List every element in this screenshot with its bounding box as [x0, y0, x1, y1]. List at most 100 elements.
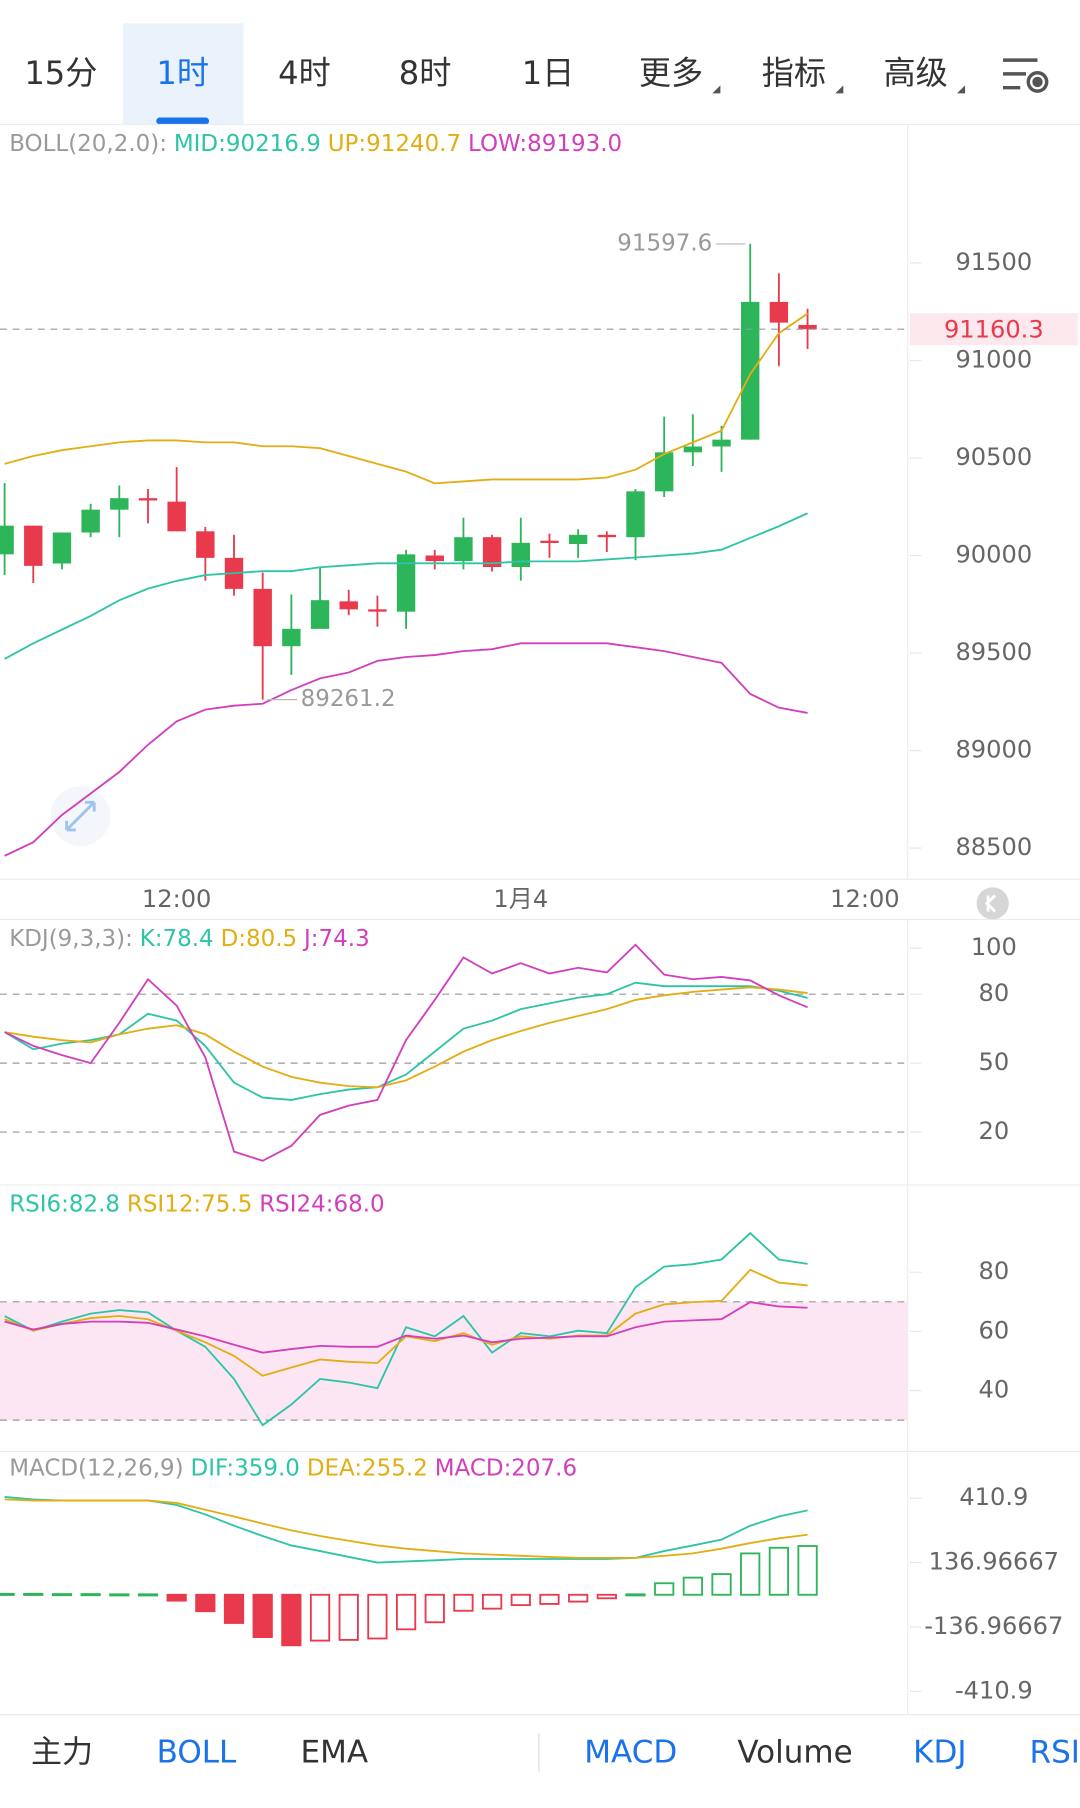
- candle-body: [24, 525, 43, 566]
- button-glyph: [984, 894, 996, 913]
- y-tick-label: -410.9: [955, 1676, 1033, 1704]
- timeframe-tab[interactable]: 指标: [762, 54, 826, 92]
- legend-item: BOLL(20,2.0):: [9, 130, 167, 156]
- indicator-legend: MACD(12,26,9) DIF:359.0 DEA:255.2 MACD:207.…: [9, 1455, 577, 1481]
- macd-bar: [195, 1593, 216, 1613]
- indicator-line: [4, 981, 808, 1101]
- icon-gear: [1026, 71, 1049, 93]
- scroll-latest-button[interactable]: [976, 887, 1009, 920]
- expand-icon[interactable]: [50, 786, 111, 846]
- y-tick-label: 100: [971, 933, 1017, 961]
- macd-bar: [625, 1593, 646, 1597]
- y-tick-label: 60: [978, 1316, 1009, 1344]
- candle-body: [654, 452, 674, 492]
- macd-bar: [338, 1593, 359, 1641]
- candle-body: [769, 301, 789, 323]
- dropdown-caret: [957, 85, 966, 94]
- y-tick-label: 80: [978, 979, 1009, 1007]
- candle-body: [253, 588, 272, 647]
- y-tick-label: 88500: [955, 833, 1032, 861]
- legend-item: J:74.3: [302, 926, 370, 952]
- candle-body: [425, 555, 444, 562]
- legend-item: KDJ(9,3,3):: [9, 926, 133, 952]
- settings-icon[interactable]: [1003, 58, 1049, 93]
- macd-bar: [281, 1593, 302, 1647]
- indicator-line: [4, 312, 809, 485]
- indicator-legend: KDJ(9,3,3): K:78.4 D:80.5 J:74.3: [9, 926, 370, 952]
- legend-item: LOW:89193.0: [468, 130, 622, 156]
- legend-item: DEA:255.2: [307, 1455, 428, 1481]
- indicator-line: [4, 1231, 808, 1427]
- macd-bar: [367, 1593, 388, 1640]
- indicator-tab[interactable]: RSI: [1030, 1735, 1080, 1771]
- timeframe-tab[interactable]: 15分: [24, 54, 97, 92]
- indicator-tab[interactable]: Volume: [737, 1735, 852, 1771]
- candle-body: [310, 600, 330, 629]
- macd-bar: [0, 1592, 15, 1596]
- y-tick-label: 80: [978, 1257, 1009, 1285]
- macd-bar: [80, 1593, 101, 1597]
- legend-item: RSI6:82.8: [9, 1191, 120, 1217]
- timeframe-tab[interactable]: 高级: [884, 54, 948, 92]
- indicator-line: [4, 986, 808, 1089]
- indicator-legend: BOLL(20,2.0): MID:90216.9 UP:91240.7 LOW:89…: [9, 130, 622, 156]
- indicator-tab[interactable]: EMA: [301, 1735, 369, 1771]
- macd-bar: [568, 1593, 589, 1603]
- candle-body: [81, 509, 100, 533]
- legend-item: K:78.4: [140, 926, 214, 952]
- macd-bar: [482, 1593, 503, 1610]
- candle-body: [138, 498, 158, 501]
- candle-body: [568, 534, 588, 545]
- last-price-label: 91160.3: [944, 315, 1044, 343]
- indicator-tab[interactable]: 主力: [31, 1735, 93, 1771]
- macd-bar: [510, 1593, 531, 1607]
- indicator-tab[interactable]: KDJ: [913, 1735, 966, 1771]
- button-bg: [976, 887, 1009, 920]
- y-tick-label: 50: [978, 1048, 1009, 1076]
- candle-body: [683, 446, 703, 453]
- indicator-tab[interactable]: BOLL: [157, 1735, 237, 1771]
- candle-body: [282, 628, 301, 647]
- candle-body: [540, 540, 559, 543]
- candle-body: [511, 542, 530, 568]
- candle-body: [712, 439, 731, 447]
- timeframe-tab[interactable]: 1时: [156, 54, 209, 92]
- indicator-tab[interactable]: MACD: [584, 1735, 677, 1771]
- indicator-line: [4, 512, 808, 660]
- macd-bar: [109, 1593, 130, 1597]
- candle-body: [196, 531, 215, 558]
- candle-body: [454, 537, 473, 562]
- legend-item: MID:90216.9: [174, 130, 321, 156]
- neutral-band: [0, 1301, 908, 1421]
- candle-body: [597, 534, 617, 538]
- macd-bar: [23, 1592, 44, 1596]
- indicator-line: [4, 1498, 808, 1559]
- y-tick-label: 89500: [955, 638, 1032, 666]
- timeframe-tab[interactable]: 4时: [278, 54, 331, 92]
- legend-item: DIF:359.0: [191, 1455, 300, 1481]
- last-price-tag: [909, 313, 1078, 346]
- timeframe-tab[interactable]: 更多: [639, 54, 703, 92]
- macd-bar: [654, 1582, 675, 1596]
- candle-body: [626, 491, 645, 538]
- indicator-line: [4, 943, 808, 1162]
- candle-body: [52, 532, 72, 564]
- candle-body: [798, 324, 817, 330]
- x-tick-label: 12:00: [830, 885, 899, 913]
- macd-bar: [797, 1545, 818, 1596]
- legend-item: MACD:207.6: [435, 1455, 577, 1481]
- legend-item: UP:91240.7: [328, 130, 461, 156]
- macd-bar: [223, 1593, 245, 1624]
- y-tick-label: 136.96667: [929, 1548, 1059, 1576]
- macd-bar: [539, 1593, 560, 1605]
- timeframe-tab[interactable]: 8时: [399, 54, 452, 92]
- macd-bar: [740, 1552, 761, 1596]
- indicator-line: [4, 642, 808, 857]
- x-tick-label: 1月4: [493, 885, 548, 913]
- active-tab-bg: [122, 23, 244, 125]
- x-tick-label: 12:00: [142, 885, 211, 913]
- legend-item: RSI24:68.0: [259, 1191, 384, 1217]
- expand-arrows: [65, 800, 96, 832]
- timeframe-tab[interactable]: 1日: [522, 54, 575, 92]
